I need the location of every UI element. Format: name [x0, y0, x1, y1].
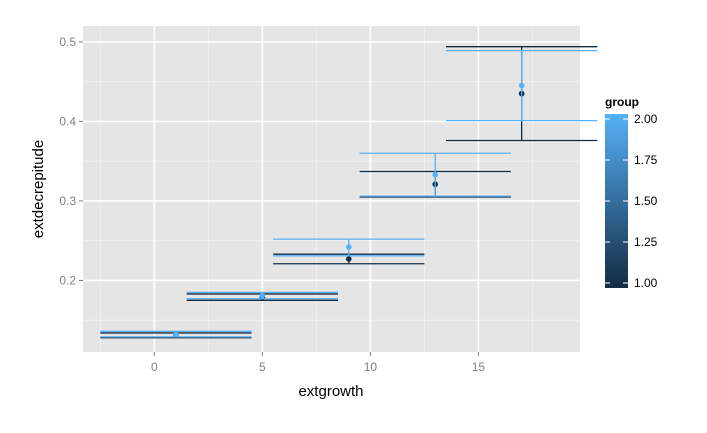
data-point	[345, 256, 352, 262]
y-axis-title: extdecrepitude	[30, 140, 47, 238]
x-axis-ticks: 0 5 10 15	[151, 352, 485, 374]
data-point	[432, 171, 439, 178]
x-tick-label: 10	[364, 360, 378, 374]
legend-tick-label: 2.00	[634, 112, 658, 126]
y-tick-label: 0.4	[59, 114, 76, 128]
legend-tick-label: 1.50	[634, 194, 658, 208]
plot-panel	[83, 26, 580, 352]
legend: group 2.00 1.75 1.50 1.25 1.00	[605, 95, 658, 290]
legend-tick-label: 1.00	[634, 276, 658, 290]
series-group-2	[100, 49, 598, 338]
legend-tick-label: 1.75	[634, 153, 658, 167]
x-tick-label: 5	[259, 360, 266, 374]
data-point	[259, 292, 266, 299]
legend-tick-label: 1.25	[634, 235, 658, 249]
data-point	[518, 82, 525, 89]
x-tick-label: 0	[151, 360, 158, 374]
error-bars	[100, 46, 598, 339]
legend-colorbar	[605, 114, 628, 288]
y-tick-label: 0.2	[59, 273, 76, 287]
data-point	[173, 331, 179, 338]
legend-ticks: 2.00 1.75 1.50 1.25 1.00	[605, 112, 658, 290]
y-axis-ticks: 0.2 0.3 0.4 0.5	[59, 35, 83, 287]
y-tick-label: 0.3	[59, 194, 76, 208]
x-axis-title: extgrowth	[298, 383, 363, 400]
x-tick-label: 15	[472, 360, 486, 374]
legend-title: group	[605, 95, 639, 109]
y-tick-label: 0.5	[59, 35, 76, 49]
data-point	[345, 244, 352, 250]
